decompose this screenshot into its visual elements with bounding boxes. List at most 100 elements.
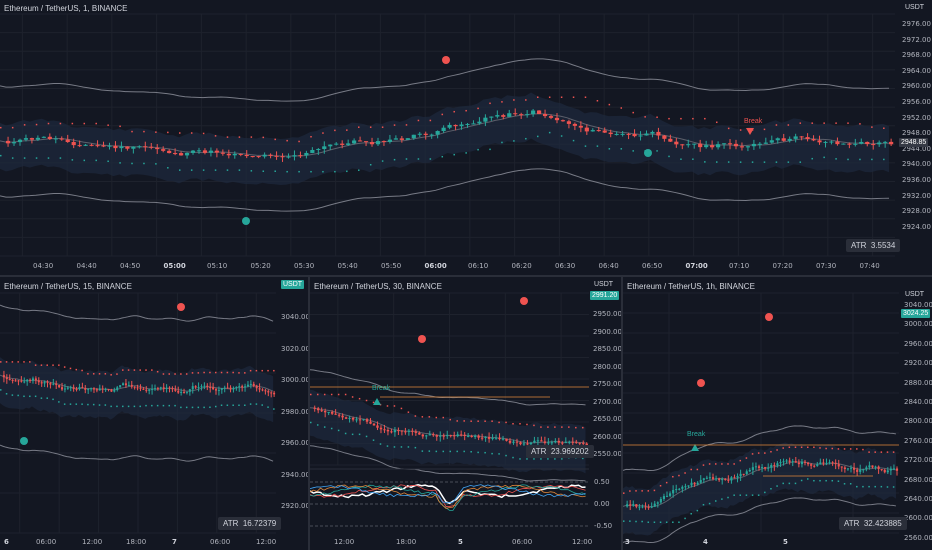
candle-body xyxy=(805,137,810,140)
mid-chart-panel[interactable]: Ethereum / TetherUS, 30, BINANCE USDT 29… xyxy=(310,277,621,550)
support-dot xyxy=(708,502,711,505)
candle-body xyxy=(95,145,100,147)
candle-body xyxy=(399,138,404,140)
panel-separator-v1[interactable] xyxy=(308,277,310,550)
candle-body xyxy=(787,138,792,141)
candle-body xyxy=(268,154,273,156)
break-marker xyxy=(691,444,699,451)
candle-body xyxy=(173,153,178,155)
candle-body xyxy=(89,144,94,146)
resistance-dot xyxy=(69,367,72,370)
resistance-dot xyxy=(214,135,217,137)
candle-body xyxy=(194,386,197,388)
candle-body xyxy=(381,141,387,143)
top-chart-panel[interactable]: Ethereum / TetherUS, 1, BINANCE USDT 297… xyxy=(0,0,932,275)
resistance-dot xyxy=(250,136,253,138)
resistance-dot xyxy=(381,126,384,128)
candle-body xyxy=(304,152,309,156)
resistance-dot xyxy=(644,116,646,118)
x-tick-label: 7 xyxy=(172,538,177,546)
candle-body xyxy=(705,477,708,479)
x-tick-label: 06:20 xyxy=(511,262,532,270)
support-dot xyxy=(95,159,97,162)
candle-body xyxy=(757,466,761,468)
y-tick-label: 2980.00 xyxy=(281,407,308,416)
candle-body xyxy=(183,391,186,393)
support-dot xyxy=(393,446,396,448)
right-chart-canvas[interactable] xyxy=(623,277,932,550)
support-dot xyxy=(168,404,171,407)
candle-body xyxy=(107,145,112,147)
left-chart-canvas[interactable] xyxy=(0,277,308,550)
candle-body xyxy=(92,388,96,390)
support-dot xyxy=(727,496,729,499)
candle-body xyxy=(255,385,258,389)
mid-atr-box: ATR 23.969202 xyxy=(526,445,594,458)
top-chart-canvas[interactable] xyxy=(0,0,932,275)
support-dot xyxy=(0,154,2,157)
support-dot xyxy=(477,148,479,151)
x-tick-label: 07:30 xyxy=(816,262,837,270)
candle-body xyxy=(620,133,625,135)
resistance-dot xyxy=(372,401,375,404)
candle-body xyxy=(716,144,721,148)
candle-body xyxy=(405,138,410,140)
candle-body xyxy=(614,133,619,135)
resistance-dot xyxy=(337,393,340,396)
support-dot xyxy=(98,404,101,406)
resistance-dot xyxy=(261,369,263,372)
candle-body xyxy=(47,136,52,140)
resistance-dot xyxy=(155,131,157,133)
candle-body xyxy=(244,154,249,157)
stop-zone-fill xyxy=(310,389,586,474)
y-tick-label: 2600.00 xyxy=(904,514,932,523)
candle-body xyxy=(190,150,196,153)
candle-body xyxy=(379,427,383,430)
candle-body xyxy=(675,489,678,491)
candle-body xyxy=(197,386,200,388)
support-dot xyxy=(220,404,223,407)
support-dot xyxy=(775,161,778,163)
resistance-dot xyxy=(807,446,809,449)
candle-body xyxy=(484,436,487,438)
candle-body xyxy=(644,506,647,508)
resistance-dot xyxy=(835,122,837,124)
resistance-dot xyxy=(739,459,742,462)
candle-body xyxy=(718,478,721,481)
resistance-dot xyxy=(653,489,656,492)
support-dot xyxy=(81,403,83,405)
left-chart-panel[interactable]: Ethereum / TetherUS, 15, BINANCE USDT 30… xyxy=(0,277,308,550)
resistance-dot xyxy=(23,361,25,363)
support-dot xyxy=(29,395,31,398)
candle-body xyxy=(650,131,655,134)
resistance-dot xyxy=(668,117,670,120)
support-dot xyxy=(407,446,410,448)
right-chart-panel[interactable]: Ethereum / TetherUS, 1h, BINANCE USDT 30… xyxy=(623,277,932,550)
candle-body xyxy=(638,506,641,508)
candle-body xyxy=(313,407,316,409)
candle-body xyxy=(554,117,560,121)
candle-body xyxy=(757,143,762,145)
candle-body xyxy=(837,464,840,467)
resistance-dot xyxy=(800,446,803,449)
candle-body xyxy=(83,144,88,146)
candle-body xyxy=(334,413,337,415)
support-dot xyxy=(393,158,396,161)
resistance-dot xyxy=(143,130,145,133)
candle-body xyxy=(471,123,476,125)
mid-chart-canvas[interactable] xyxy=(310,277,621,550)
y-tick-label: 2600.00 xyxy=(593,432,621,441)
candle-body xyxy=(267,391,270,393)
y-tick-label: 2956.00 xyxy=(902,98,931,106)
candle-body xyxy=(298,155,303,157)
resistance-dot xyxy=(110,374,112,376)
support-dot xyxy=(185,406,188,409)
resistance-dot xyxy=(98,373,101,375)
resistance-dot xyxy=(185,373,188,375)
resistance-dot xyxy=(365,399,368,402)
resistance-dot xyxy=(696,468,699,471)
candle-body xyxy=(895,468,899,471)
panel-separator-v2[interactable] xyxy=(621,277,623,550)
panel-separator-h[interactable] xyxy=(0,275,932,277)
resistance-dot xyxy=(40,364,43,366)
